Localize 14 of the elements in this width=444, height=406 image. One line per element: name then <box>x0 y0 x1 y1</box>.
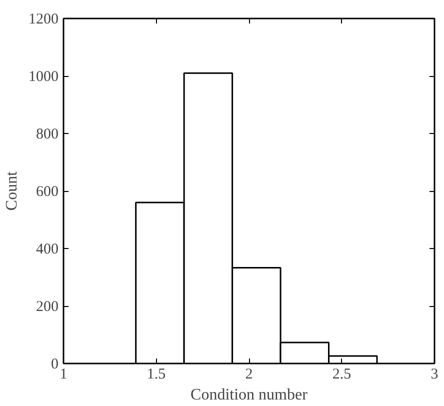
x-tick-label: 2 <box>245 366 253 382</box>
x-tick-label: 3 <box>430 366 438 382</box>
y-tick-label: 400 <box>36 242 58 258</box>
x-axis-title: Condition number <box>190 386 308 404</box>
x-tick-label: 1 <box>60 366 68 382</box>
y-tick-label: 600 <box>36 184 58 200</box>
y-tick-label: 1200 <box>28 12 58 28</box>
y-axis-title: Count <box>4 170 20 211</box>
y-tick-label: 1000 <box>28 69 58 85</box>
y-tick-label: 200 <box>36 299 58 315</box>
x-tick-label: 1.5 <box>146 366 166 382</box>
y-tick-label: 0 <box>51 356 58 372</box>
y-tick-label: 800 <box>36 126 58 142</box>
x-tick-label: 2.5 <box>332 366 352 382</box>
